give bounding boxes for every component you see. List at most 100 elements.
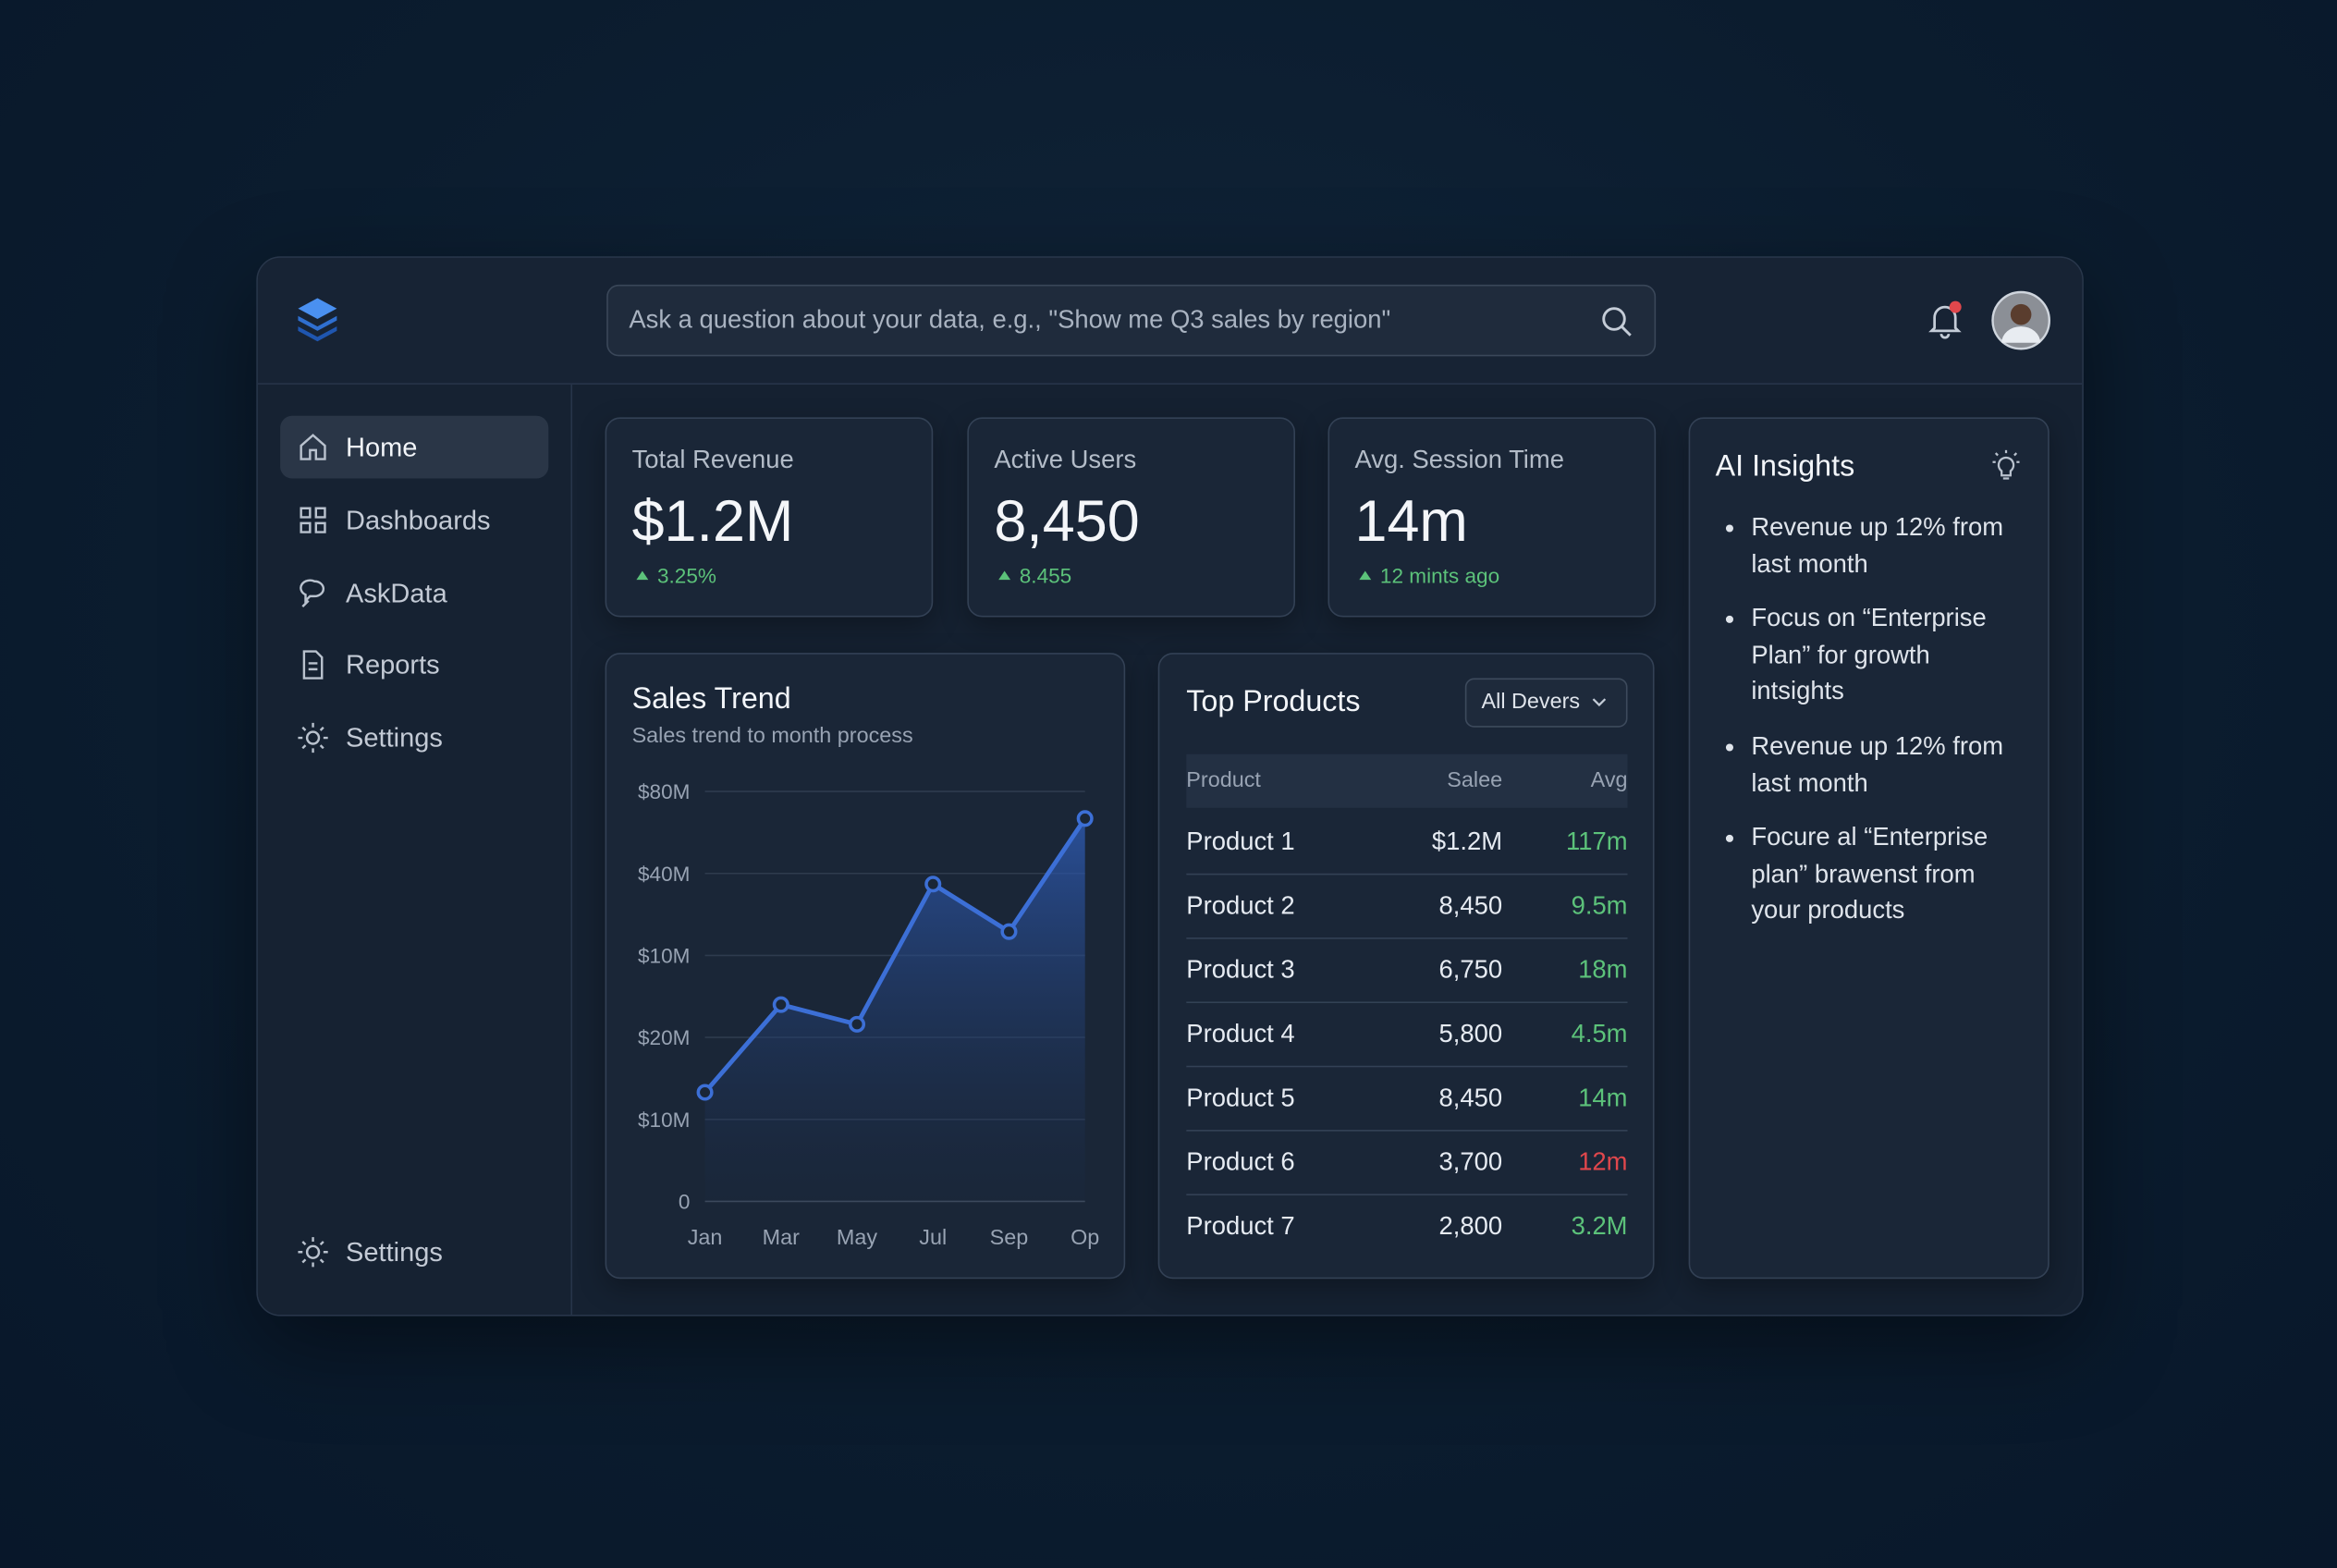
insights-title: AI Insights [1715, 449, 1855, 484]
kpi-value: $1.2M [631, 490, 794, 555]
x-tick-label: May [837, 1225, 877, 1249]
table-row: Product 7 2,800 3.2M [1186, 1194, 1627, 1257]
point [848, 1015, 866, 1033]
y-tick-label: $20M [638, 1026, 690, 1049]
nav-icon [300, 434, 326, 460]
search-placeholder: Ask a question about your data, e.g., "S… [629, 305, 1391, 335]
kpi-label: Avg. Session Time [1354, 446, 1564, 474]
chart-title: Sales Trend [631, 682, 791, 716]
line-chart: 0 $10M $20M $10M $40M $80M Jan Mar May Jul Sep Op [638, 780, 1099, 1249]
y-tick-label: $10M [638, 944, 690, 967]
nav-label: Dashboards [346, 505, 491, 535]
column-header: Product [1186, 768, 1261, 793]
table-row: Product 1 $1.2M 117m [1186, 809, 1628, 876]
x-tick-label: Jan [688, 1225, 723, 1249]
sidebar: Home Dashboards AskData Reports Settings Sett… [257, 384, 573, 1315]
point [696, 1084, 714, 1101]
header: Ask a question about your data, e.g., "S… [257, 257, 2083, 385]
nav-item[interactable]: Settings [280, 1220, 548, 1283]
nav-item[interactable]: Settings [280, 706, 548, 769]
insight-text: Revenue up 12% from last month [1751, 731, 2004, 797]
table-cell: 9.5m [1571, 891, 1628, 920]
avatar[interactable] [1991, 290, 2050, 350]
filter-dropdown[interactable]: All Devers [1464, 678, 1628, 728]
bullet [1725, 524, 1733, 533]
up-arrow [998, 570, 1011, 581]
sales-trend-card: Sales Trend Sales trend to month process… [605, 653, 1126, 1280]
area [704, 818, 1085, 1202]
bullet [1725, 834, 1733, 842]
kpi-card: Avg. Session Time 14m 12 mints ago [1328, 417, 1657, 618]
up-arrow [636, 570, 649, 581]
logo[interactable] [294, 294, 342, 348]
nav-label: AskData [346, 577, 447, 608]
chevron [1592, 698, 1607, 707]
kpi-change: 3.25% [656, 563, 716, 588]
table-row: Product 2 8,450 9.5m [1186, 874, 1628, 939]
nav-label: Settings [346, 723, 443, 753]
nav-item[interactable]: Reports [280, 634, 548, 697]
chart-subtitle: Sales trend to month process [631, 724, 913, 749]
kpi-label: Total Revenue [631, 446, 794, 474]
kpi-card: Total Revenue $1.2M 3.25% [605, 417, 934, 618]
table-row: Product 3 6,750 18m [1186, 937, 1628, 1004]
icon-path [298, 1237, 328, 1268]
table-cell: 8,450 [1438, 1084, 1503, 1112]
table-cell: Product 7 [1186, 1211, 1295, 1241]
table-cell: 4.5m [1571, 1019, 1628, 1048]
insight-text: Revenue up 12% from last month [1751, 512, 2004, 578]
bullet [1725, 743, 1733, 752]
table-cell: 5,800 [1438, 1019, 1503, 1048]
top-products-card: Top Products All Devers Product Salee Avg … [1157, 653, 1655, 1280]
search-bar[interactable]: Ask a question about your data, e.g., "S… [606, 284, 1657, 357]
nav-item[interactable]: AskData [280, 561, 548, 624]
bullet [1725, 615, 1733, 623]
point [924, 876, 942, 893]
nav-icon [300, 578, 325, 607]
table-header: Product Salee Avg [1186, 753, 1628, 808]
point [1076, 810, 1094, 827]
column-header: Avg [1590, 768, 1628, 793]
nav-item[interactable]: Home [280, 415, 549, 479]
table-cell: 8,450 [1438, 891, 1503, 920]
line [703, 816, 1087, 1095]
insights-icon[interactable] [1988, 448, 2025, 484]
table-row: Product 6 3,700 12m [1186, 1130, 1628, 1195]
icon-path [300, 434, 326, 460]
table-cell: 18m [1578, 955, 1628, 985]
nav-icon [300, 507, 326, 533]
point [772, 996, 789, 1013]
search-icon[interactable] [1601, 306, 1633, 338]
table-cell: Product 3 [1186, 955, 1295, 985]
notifications[interactable] [1926, 300, 1964, 341]
kpi-change: 12 mints ago [1379, 563, 1500, 588]
nav-icon [298, 723, 328, 753]
table-cell: $1.2M [1431, 827, 1503, 856]
nav-icon [302, 650, 324, 680]
icon-path [300, 507, 326, 533]
table-cell: Product 4 [1186, 1019, 1295, 1048]
table-cell: 14m [1578, 1084, 1628, 1112]
up-arrow [1359, 570, 1372, 581]
x-tick-label: Jul [919, 1225, 947, 1249]
table-cell: 6,750 [1438, 955, 1503, 985]
nav-item[interactable]: Dashboards [280, 488, 548, 551]
table-cell: Product 5 [1186, 1084, 1295, 1112]
kpi-card: Active Users 8,450 8.455 [967, 417, 1296, 618]
table-cell: 12m [1578, 1147, 1628, 1177]
y-tick-label: $40M [638, 863, 690, 886]
y-tick-label: 0 [679, 1190, 691, 1213]
table-cell: Product 6 [1186, 1147, 1295, 1177]
nav-icon [298, 1237, 328, 1268]
insight-text: Focure al “Enterprise plan” brawenst fro… [1751, 822, 1988, 925]
insight-text: Focus on “Enterprise Plan” for growth in… [1751, 603, 1987, 705]
point [1000, 923, 1018, 940]
filter-label: All Devers [1481, 690, 1581, 715]
kpi-label: Active Users [994, 446, 1137, 474]
table-cell: Product 2 [1186, 891, 1295, 920]
table-cell: 117m [1565, 827, 1628, 856]
icon-path [302, 650, 324, 680]
y-tick-label: $10M [638, 1109, 690, 1132]
